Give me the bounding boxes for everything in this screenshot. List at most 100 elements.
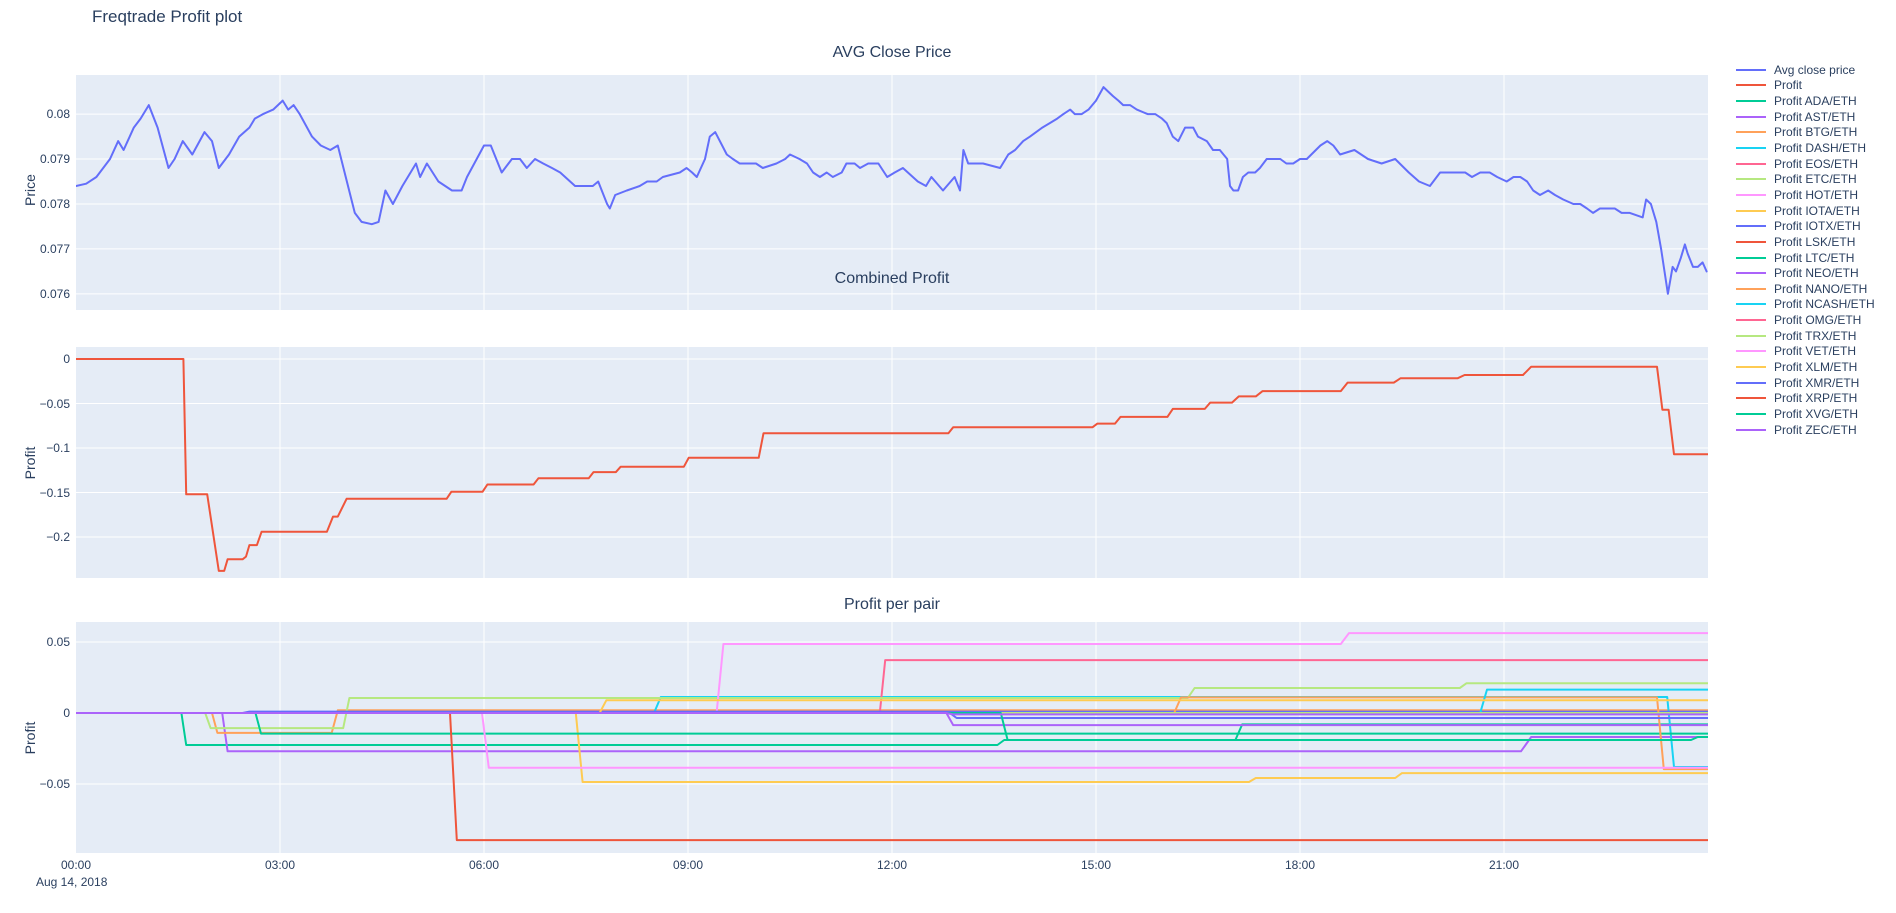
page-title: Freqtrade Profit plot xyxy=(92,7,243,26)
series-profit-zec-eth[interactable] xyxy=(76,712,1708,716)
y-tick-label: −0.05 xyxy=(39,776,70,791)
legend-swatch xyxy=(1736,100,1766,103)
legend-item-profit-dash-eth[interactable]: Profit DASH/ETH xyxy=(1736,140,1894,156)
legend-item-profit-lsk-eth[interactable]: Profit LSK/ETH xyxy=(1736,234,1894,250)
plot-area-avg-close-price[interactable] xyxy=(76,75,1708,310)
legend-swatch xyxy=(1736,240,1766,243)
legend-swatch xyxy=(1736,131,1766,134)
plot-area-profit-per-pair[interactable] xyxy=(76,622,1708,853)
legend-swatch xyxy=(1736,334,1766,337)
legend-label: Profit IOTX/ETH xyxy=(1774,219,1861,234)
legend-item-profit-ast-eth[interactable]: Profit AST/ETH xyxy=(1736,109,1894,125)
series-profit-ada-eth[interactable] xyxy=(76,712,1708,746)
x-tick-label: 21:00 xyxy=(1488,858,1520,872)
legend-swatch xyxy=(1736,178,1766,181)
y-tick-label: −0.1 xyxy=(46,441,70,456)
plot-area-combined-profit[interactable] xyxy=(76,347,1708,578)
legend-swatch xyxy=(1736,412,1766,415)
legend-item-profit-hot-eth[interactable]: Profit HOT/ETH xyxy=(1736,187,1894,203)
legend-swatch xyxy=(1736,225,1766,228)
series-profit-iota-eth[interactable] xyxy=(76,712,1708,783)
legend-item-profit-zec-eth[interactable]: Profit ZEC/ETH xyxy=(1736,422,1894,438)
legend-item-profit-xmr-eth[interactable]: Profit XMR/ETH xyxy=(1736,375,1894,391)
legend-swatch xyxy=(1736,68,1766,71)
legend-swatch xyxy=(1736,193,1766,196)
legend-label: Profit VET/ETH xyxy=(1774,344,1857,359)
legend-swatch xyxy=(1736,147,1766,150)
legend-item-profit-xrp-eth[interactable]: Profit XRP/ETH xyxy=(1736,390,1894,406)
y-tick-label: 0.076 xyxy=(39,286,70,301)
combined-profit-canvas[interactable] xyxy=(76,347,1708,578)
x-axis-date-label: Aug 14, 2018 xyxy=(36,875,108,889)
legend-label: Profit LSK/ETH xyxy=(1774,234,1856,249)
y-tick-label: 0.08 xyxy=(46,107,70,122)
legend-item-avg-close-price[interactable]: Avg close price xyxy=(1736,62,1894,78)
legend-swatch xyxy=(1736,350,1766,353)
x-tick-label: 06:00 xyxy=(468,858,500,872)
y-axis-label-price: Price xyxy=(22,174,38,206)
legend-item-profit-omg-eth[interactable]: Profit OMG/ETH xyxy=(1736,312,1894,328)
legend-swatch xyxy=(1736,319,1766,322)
legend-label: Profit XLM/ETH xyxy=(1774,359,1858,374)
legend-label: Avg close price xyxy=(1774,62,1856,77)
legend-label: Profit OMG/ETH xyxy=(1774,313,1862,328)
legend-label: Profit TRX/ETH xyxy=(1774,328,1857,343)
legend-item-profit-trx-eth[interactable]: Profit TRX/ETH xyxy=(1736,328,1894,344)
legend-item-profit-xlm-eth[interactable]: Profit XLM/ETH xyxy=(1736,359,1894,375)
legend-swatch xyxy=(1736,303,1766,306)
x-tick-label: 03:00 xyxy=(264,858,296,872)
series-avg-close-price[interactable] xyxy=(76,86,1708,295)
legend-item-profit-ada-eth[interactable]: Profit ADA/ETH xyxy=(1736,93,1894,109)
x-tick-label: 00:00 xyxy=(60,858,92,872)
legend-swatch xyxy=(1736,256,1766,259)
legend-label: Profit LTC/ETH xyxy=(1774,250,1855,265)
legend-label: Profit NEO/ETH xyxy=(1774,266,1859,281)
legend-swatch xyxy=(1736,272,1766,275)
legend-label: Profit DASH/ETH xyxy=(1774,141,1867,156)
legend-item-profit-etc-eth[interactable]: Profit ETC/ETH xyxy=(1736,171,1894,187)
legend-label: Profit XVG/ETH xyxy=(1774,406,1859,421)
x-tick-label: 18:00 xyxy=(1284,858,1316,872)
legend-item-profit-ltc-eth[interactable]: Profit LTC/ETH xyxy=(1736,250,1894,266)
legend-label: Profit NANO/ETH xyxy=(1774,281,1868,296)
legend-swatch xyxy=(1736,365,1766,368)
x-tick-label: 12:00 xyxy=(876,858,908,872)
legend-item-profit-eos-eth[interactable]: Profit EOS/ETH xyxy=(1736,156,1894,172)
legend-item-profit-vet-eth[interactable]: Profit VET/ETH xyxy=(1736,344,1894,360)
legend-label: Profit NCASH/ETH xyxy=(1774,297,1875,312)
legend-label: Profit IOTA/ETH xyxy=(1774,203,1860,218)
legend-item-profit[interactable]: Profit xyxy=(1736,78,1894,94)
y-tick-label: −0.2 xyxy=(46,530,70,545)
y-tick-label: 0.077 xyxy=(39,241,70,256)
legend-label: Profit xyxy=(1774,78,1803,93)
chart-title-avg-close-price: AVG Close Price xyxy=(832,44,952,61)
legend-item-profit-ncash-eth[interactable]: Profit NCASH/ETH xyxy=(1736,297,1894,313)
legend-label: Profit ZEC/ETH xyxy=(1774,422,1857,437)
legend-swatch xyxy=(1736,209,1766,212)
legend-swatch xyxy=(1736,115,1766,118)
legend-item-profit-xvg-eth[interactable]: Profit XVG/ETH xyxy=(1736,406,1894,422)
legend-swatch xyxy=(1736,381,1766,384)
avg-close-price-canvas[interactable] xyxy=(76,75,1708,310)
chart-title-combined-profit: Combined Profit xyxy=(834,270,950,287)
legend-item-profit-nano-eth[interactable]: Profit NANO/ETH xyxy=(1736,281,1894,297)
legend-label: Profit HOT/ETH xyxy=(1774,187,1859,202)
legend-item-profit-iotx-eth[interactable]: Profit IOTX/ETH xyxy=(1736,218,1894,234)
y-tick-label: 0.05 xyxy=(46,635,70,650)
profit-per-pair-canvas[interactable] xyxy=(76,622,1708,853)
legend-label: Profit XMR/ETH xyxy=(1774,375,1860,390)
legend-swatch xyxy=(1736,397,1766,400)
y-tick-label: 0 xyxy=(63,352,70,367)
legend-item-profit-btg-eth[interactable]: Profit BTG/ETH xyxy=(1736,125,1894,141)
legend-label: Profit XRP/ETH xyxy=(1774,391,1858,406)
legend-swatch xyxy=(1736,84,1766,87)
x-tick-label: 09:00 xyxy=(672,858,704,872)
legend-item-profit-neo-eth[interactable]: Profit NEO/ETH xyxy=(1736,265,1894,281)
series-profit-etc-eth[interactable] xyxy=(76,682,1708,730)
series-profit[interactable] xyxy=(76,358,1708,572)
y-tick-label: −0.15 xyxy=(39,485,70,500)
legend-label: Profit ETC/ETH xyxy=(1774,172,1857,187)
y-tick-label: 0.079 xyxy=(39,152,70,167)
legend-item-profit-iota-eth[interactable]: Profit IOTA/ETH xyxy=(1736,203,1894,219)
